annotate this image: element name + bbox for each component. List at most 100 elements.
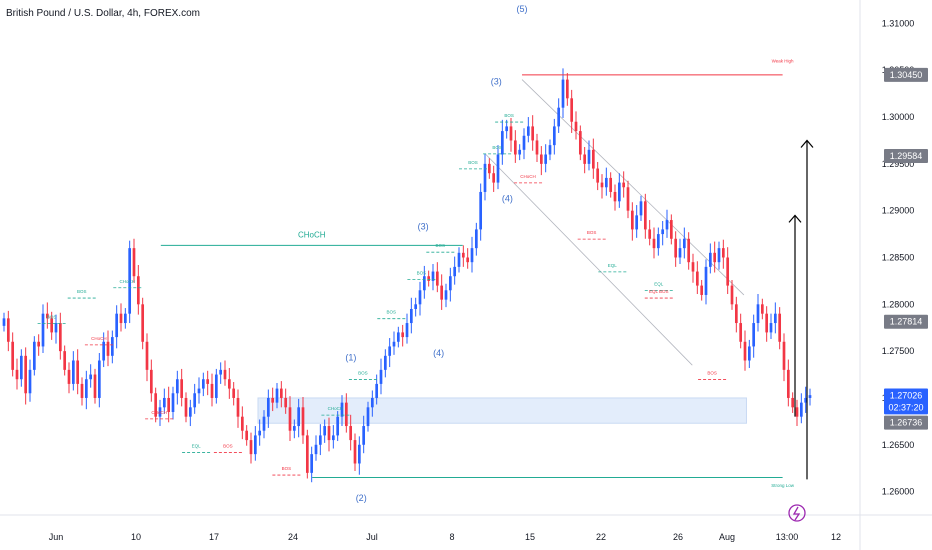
candle-body <box>132 248 136 277</box>
candle-body <box>102 341 106 361</box>
structure-label: BOS <box>47 314 57 319</box>
candle-body <box>110 337 114 356</box>
candle-body <box>479 191 483 230</box>
structure-label: CHoCH <box>151 410 167 415</box>
candle-body <box>804 397 808 403</box>
candle-body <box>526 126 530 136</box>
choch-label: CHoCH <box>298 230 326 239</box>
candle-body <box>37 341 41 347</box>
candle-body <box>245 430 249 441</box>
candle-body <box>626 187 630 211</box>
candle-body <box>713 252 717 263</box>
structure-label: EQL BOS <box>649 289 669 294</box>
candle-body <box>71 360 75 384</box>
candle-body <box>93 374 97 398</box>
candle-body <box>704 266 708 295</box>
candle-body <box>418 290 422 305</box>
x-tick-label: 24 <box>288 532 298 542</box>
structure-label: BOS <box>387 310 397 315</box>
candle-body <box>548 145 552 155</box>
price-tag-label: 1.27814 <box>890 317 923 327</box>
candle-body <box>678 248 682 258</box>
candle-body <box>786 369 790 398</box>
candle-body <box>123 313 127 324</box>
price-tag-label: 02:37:20 <box>888 402 923 412</box>
candle-body <box>661 229 665 235</box>
structure-label: EQL <box>654 282 664 287</box>
structure-label: CHoCH <box>328 406 344 411</box>
lightning-icon <box>788 504 806 522</box>
candle-body <box>219 369 223 375</box>
channel-lower <box>485 154 693 366</box>
x-tick-label: Jun <box>49 532 64 542</box>
candle-body <box>561 79 565 108</box>
candle-body <box>158 407 162 417</box>
candle-body <box>323 426 327 436</box>
candle-body <box>760 304 764 314</box>
x-tick-label: 22 <box>596 532 606 542</box>
candle-body <box>765 313 769 333</box>
candle-body <box>383 355 387 370</box>
structure-label: BOS <box>468 160 478 165</box>
candle-body <box>708 252 712 267</box>
candle-body <box>574 121 578 132</box>
candle-body <box>414 304 418 309</box>
y-tick-label: 1.30000 <box>882 112 915 122</box>
candle-body <box>474 229 478 249</box>
candle-body <box>266 397 270 417</box>
candle-body <box>149 369 153 394</box>
candle-body <box>509 126 513 141</box>
candle-body <box>301 407 305 436</box>
candle-body <box>600 182 604 188</box>
y-tick-label: 1.28000 <box>882 299 915 309</box>
wave-label: (4) <box>502 193 513 203</box>
candle-body <box>175 379 179 394</box>
candle-body <box>392 341 396 347</box>
candle-body <box>782 341 786 370</box>
candle-body <box>249 440 253 455</box>
candle-body <box>565 79 569 99</box>
candle-body <box>457 252 461 267</box>
candle-body <box>505 126 509 132</box>
demand-zone <box>257 397 747 424</box>
structure-label: BOS <box>436 243 446 248</box>
candle-body <box>444 290 448 300</box>
candle-body <box>700 285 704 295</box>
candle-body <box>292 426 296 431</box>
candle-body <box>310 454 314 473</box>
candle-body <box>717 248 721 263</box>
candle-body <box>201 379 205 389</box>
candle-body <box>271 397 275 403</box>
candle-body <box>799 402 803 417</box>
candle-body <box>258 430 262 436</box>
candle-body <box>435 271 439 286</box>
candle-body <box>344 402 348 427</box>
candle-body <box>396 332 400 342</box>
candle-body <box>206 379 210 384</box>
price-tag <box>884 314 928 329</box>
candle-body <box>115 313 119 338</box>
candle-body <box>314 444 318 455</box>
candle-body <box>45 313 49 319</box>
candle-body <box>466 257 470 263</box>
candle-body <box>721 248 725 258</box>
candle-body <box>695 271 699 286</box>
candle-body <box>128 248 132 314</box>
price-tag-label: 1.29584 <box>890 151 923 161</box>
candle-body <box>682 238 686 249</box>
structure-label: EQL <box>608 263 618 268</box>
candle-body <box>747 346 751 361</box>
candle-body <box>440 285 444 300</box>
candle-body <box>691 262 695 272</box>
candle-body <box>656 234 660 249</box>
wave-label: (4) <box>433 348 444 358</box>
candle-body <box>609 177 613 192</box>
candle-body <box>253 435 257 455</box>
candle-body <box>643 201 647 230</box>
chart-title: British Pound / U.S. Dollar, 4h, FOREX.c… <box>6 8 200 19</box>
candle-body <box>461 252 465 258</box>
candle-body <box>180 379 184 398</box>
structure-label: BOS <box>417 270 427 275</box>
candle-body <box>513 140 517 155</box>
